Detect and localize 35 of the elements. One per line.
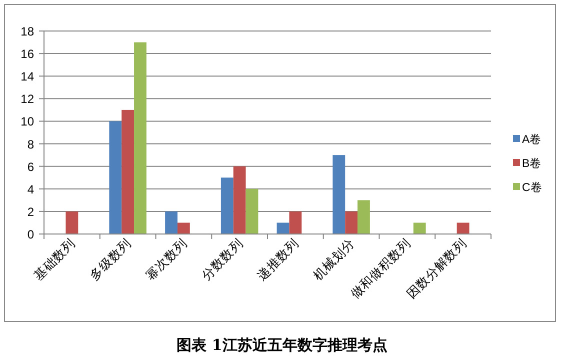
y-tick-label: 16: [20, 47, 34, 62]
y-tick-label: 18: [20, 24, 34, 38]
y-tick-label: 6: [27, 160, 34, 174]
bar: [413, 222, 426, 234]
x-tick-label: 多级数列: [86, 236, 134, 283]
y-tick-label: 8: [27, 137, 34, 152]
bar: [66, 211, 78, 234]
y-tick-label: 0: [27, 228, 34, 242]
text: 图表 1江苏近五年数字推理考点: [176, 336, 388, 354]
y-tick-label: 12: [20, 92, 34, 106]
y-tick-label: 2: [27, 204, 34, 219]
bar: [246, 188, 258, 234]
bar: [358, 200, 370, 234]
bar: [165, 211, 178, 234]
bar: [233, 166, 246, 234]
x-tick-label: 幂次数列: [142, 236, 190, 283]
x-tick-label: 递推数列: [254, 236, 302, 283]
bar: [177, 222, 190, 234]
bar: [122, 110, 134, 234]
bar: [109, 121, 122, 234]
bar: [289, 211, 302, 234]
bar: [332, 155, 346, 234]
legend-label: B卷: [522, 157, 542, 170]
legend-label: C卷: [522, 181, 542, 194]
x-tick-label: 机械划分: [310, 236, 358, 283]
legend-label: A卷: [522, 133, 542, 146]
y-tick-label: 4: [27, 182, 34, 196]
bar: [345, 211, 358, 234]
y-tick-label: 10: [20, 114, 34, 129]
bar: [220, 178, 234, 234]
x-tick-label: 分数数列: [198, 236, 246, 283]
bar: [456, 222, 470, 234]
y-tick-label: 14: [20, 70, 34, 84]
bar: [134, 42, 146, 234]
bar: [276, 222, 290, 234]
